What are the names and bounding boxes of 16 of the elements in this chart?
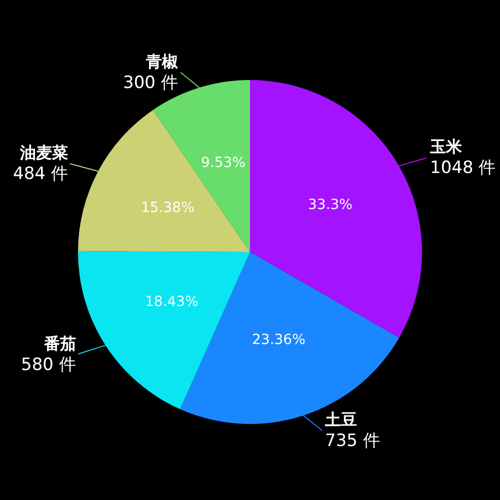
data-label: 300 件 [123,72,178,93]
slice-label: 油麦菜 [18,143,68,162]
slice-label: 青椒 [144,52,179,71]
data-label: 580 件 [21,354,76,375]
pie-slice [78,251,250,410]
slice-label: 玉米 [429,137,463,156]
text: 33.3% [308,197,352,213]
slice-label: 土豆 [324,410,357,429]
text: 23.36% [252,332,306,348]
data-label: 1048 件 [430,158,496,178]
data-label: 484 件 [13,164,68,184]
slice-label: 番茄 [42,334,76,353]
text: 15.38% [141,200,194,216]
data-label: 735 件 [325,430,380,451]
text: 9.53% [201,155,246,171]
text: 18.43% [145,294,198,310]
